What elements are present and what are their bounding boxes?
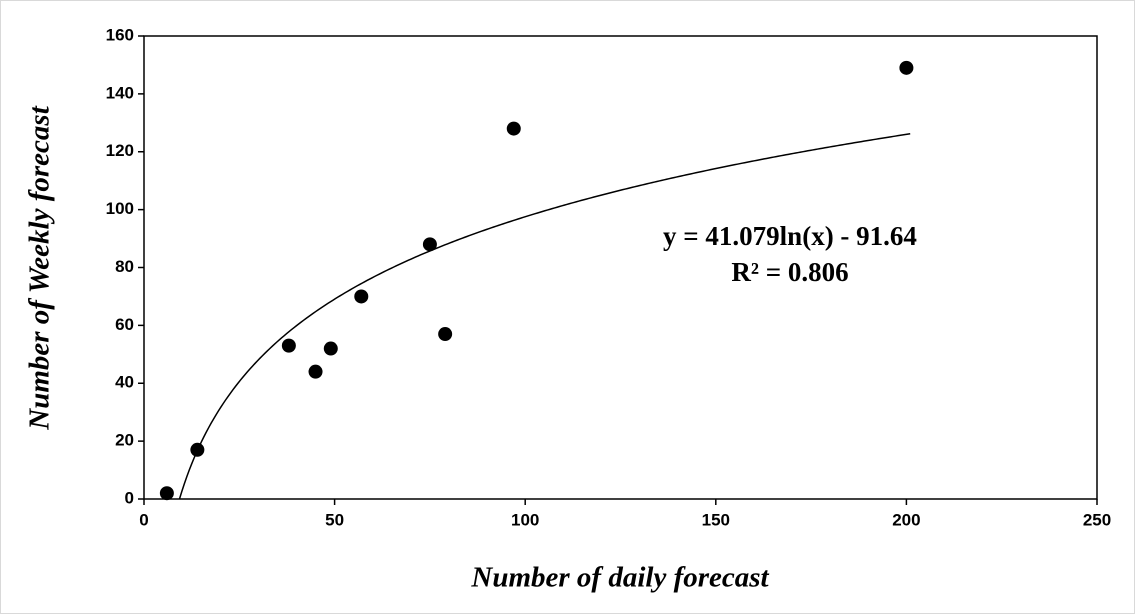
data-point [438, 327, 453, 342]
y-tick-label: 100 [106, 199, 134, 218]
data-point [899, 60, 914, 75]
y-tick-label: 160 [106, 25, 134, 44]
data-point [308, 364, 323, 379]
x-tick-label: 200 [892, 510, 920, 529]
y-axis-title: Number of Weekly forecast [24, 105, 56, 430]
data-point [159, 486, 174, 501]
x-axis-title: Number of daily forecast [470, 562, 769, 594]
y-tick-label: 20 [115, 431, 134, 450]
x-tick-label: 0 [139, 510, 148, 529]
y-tick-label: 40 [115, 373, 134, 392]
y-tick-label: 0 [125, 488, 134, 507]
data-point [281, 338, 296, 353]
y-tick-label: 140 [106, 83, 134, 102]
x-tick-label: 150 [702, 510, 730, 529]
x-tick-label: 250 [1083, 510, 1111, 529]
trendline [178, 133, 911, 500]
x-tick-label: 100 [511, 510, 539, 529]
data-point [354, 289, 369, 304]
data-point [422, 237, 437, 252]
y-tick-label: 120 [106, 141, 134, 160]
trendline-r2: R² = 0.806 [731, 257, 848, 287]
y-tick-label: 80 [115, 257, 134, 276]
trendline-equation: y = 41.079ln(x) - 91.64 [663, 221, 917, 251]
y-tick-label: 60 [115, 315, 134, 334]
data-point [323, 341, 338, 356]
data-point [190, 442, 205, 457]
x-tick-label: 50 [325, 510, 344, 529]
data-point [506, 121, 521, 136]
